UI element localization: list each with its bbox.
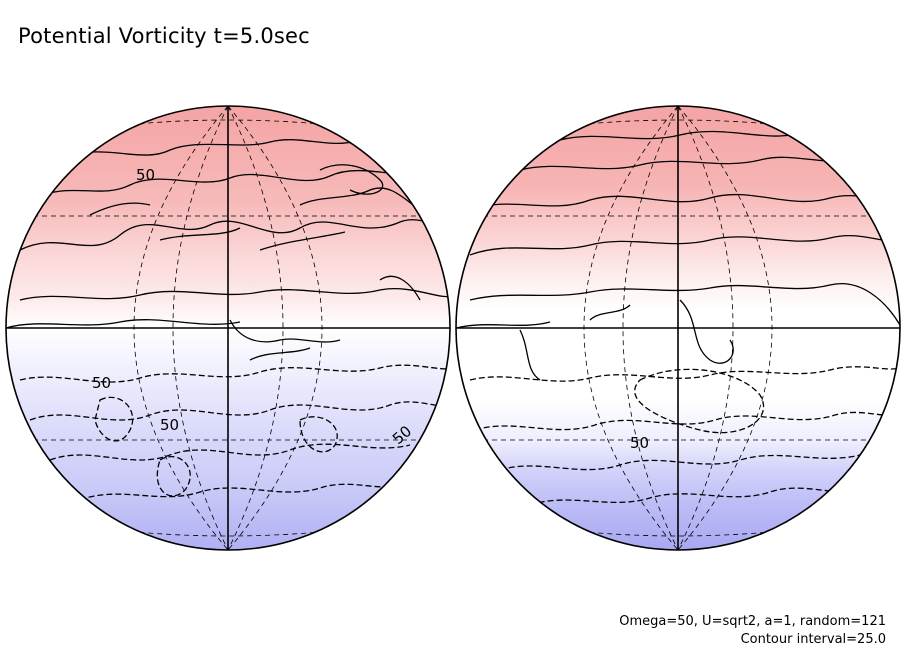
right-south-contours <box>469 366 900 506</box>
right-hemisphere: 50 <box>455 105 901 551</box>
parameters-note: Omega=50, U=sqrt2, a=1, random=121 <box>619 614 886 629</box>
left-contour-label: 50 <box>136 166 155 184</box>
plot-title: Potential Vorticity t=5.0sec <box>18 24 310 48</box>
right-globe-outline <box>455 105 901 551</box>
left-contour-label: 50 <box>92 374 111 392</box>
right-contour-label: 50 <box>630 434 649 452</box>
contour-interval-note: Contour interval=25.0 <box>740 632 886 647</box>
left-contour-label: 50 <box>160 416 179 434</box>
right-north-contours <box>456 130 900 381</box>
left-globe-outline <box>5 105 451 551</box>
left-hemisphere: 50 50 50 50 <box>5 105 451 551</box>
left-south-contours <box>19 364 450 501</box>
